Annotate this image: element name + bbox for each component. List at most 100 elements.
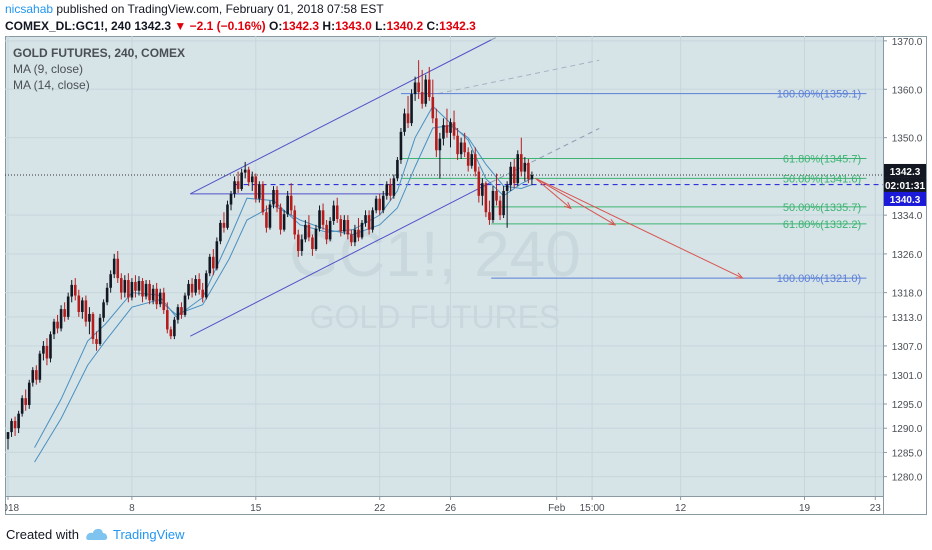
candle-body [88, 313, 91, 322]
candle-body [413, 82, 417, 95]
candle-body [95, 339, 98, 344]
candle-body [162, 292, 166, 311]
candle [378, 193, 381, 216]
candle-body [215, 241, 219, 269]
ma14-line [34, 125, 533, 463]
price-axis[interactable]: 1370.0 1360.0 1350.0 1334.0 1326.0 1318.0 1313… [883, 37, 923, 484]
candle [166, 302, 169, 334]
fib-label: 50.00%(1341.6) [783, 173, 861, 185]
candle [261, 181, 265, 216]
candle-body [254, 176, 258, 199]
candle-body [130, 281, 134, 298]
y-tick-label: 1295.0 [892, 400, 923, 411]
close-label: C: [423, 19, 440, 33]
forecast-arrows[interactable] [535, 177, 744, 279]
candle [520, 137, 523, 177]
x-tick-label: 12 [675, 503, 687, 514]
candle-body [81, 300, 84, 312]
candle-body [350, 234, 353, 243]
candle-body [272, 189, 275, 205]
candle [449, 118, 452, 148]
trend-channel[interactable] [5, 36, 883, 337]
y-tick-label: 1370.0 [892, 37, 923, 48]
candle [243, 161, 247, 179]
y-tick-label: 1326.0 [892, 250, 923, 261]
candle [360, 220, 364, 240]
candle-body [392, 178, 396, 196]
candle [17, 410, 20, 434]
close-value: 1342.3 [439, 19, 476, 33]
candle [88, 307, 91, 335]
candle [459, 137, 463, 159]
candle-body [300, 239, 304, 251]
candle-body [293, 210, 297, 235]
candle-body [406, 113, 410, 124]
channel-lower-projection [490, 128, 600, 183]
candle-body [296, 234, 300, 251]
candle [162, 287, 166, 314]
candle [335, 197, 339, 223]
candle [396, 157, 399, 182]
candle-body [166, 310, 169, 330]
author-link[interactable]: nicsahab [5, 2, 54, 16]
candle [484, 181, 488, 218]
legend-title: GOLD FUTURES, 240, COMEX [13, 46, 185, 60]
candle [6, 432, 10, 450]
candle [473, 147, 477, 177]
candle-body [173, 319, 176, 337]
chart-area[interactable]: GC1!, 240 GOLD FUTURES 100.00%(1359.1) 61… [5, 36, 927, 515]
candle [197, 273, 201, 295]
candle [66, 292, 70, 320]
candle [116, 250, 120, 283]
y-tick-label: 1301.0 [892, 371, 923, 382]
candle [498, 195, 502, 220]
candle [275, 186, 279, 213]
candle-body [311, 237, 314, 250]
candle [293, 205, 297, 240]
candle [265, 205, 268, 233]
watermark: GC1!, 240 GOLD FUTURES [289, 218, 581, 335]
candle-body [250, 176, 254, 183]
candle-body [318, 210, 321, 229]
time-axis[interactable]: 2018 8 15 22 26 Feb 15:00 12 19 23 [5, 496, 881, 514]
candle-body [520, 154, 523, 172]
candle-body [286, 195, 289, 215]
candle-body [463, 142, 466, 153]
candle [477, 166, 481, 203]
y-tick-label: 1290.0 [892, 424, 923, 435]
candle-body [491, 190, 495, 220]
candle-body [314, 228, 318, 250]
candle-body [424, 79, 428, 104]
candle [151, 284, 155, 305]
candle-body [197, 279, 201, 290]
candle-body [84, 300, 88, 322]
candle-body [59, 309, 63, 329]
candle-body [268, 204, 272, 228]
tradingview-brand[interactable]: TradingView [113, 527, 185, 542]
created-with-label: Created with [6, 527, 79, 542]
candle-body [77, 295, 81, 312]
candle-body [194, 279, 197, 293]
y-tick-label: 1285.0 [892, 448, 923, 459]
support-price-tag: 1340.3 [890, 195, 921, 206]
candle-body [134, 281, 137, 291]
candle [296, 229, 300, 257]
price-chart[interactable]: GC1!, 240 GOLD FUTURES 100.00%(1359.1) 61… [5, 36, 927, 515]
candle-body [226, 204, 229, 228]
candle-body [38, 353, 42, 380]
candle [481, 178, 484, 206]
last-price-tag-bg [884, 163, 926, 178]
high-value: 1343.0 [335, 19, 372, 33]
candle-body [66, 296, 70, 317]
candle [38, 350, 42, 383]
symbol-line: COMEX_DL:GC1!, 240 1342.3 ▼ −2.1 (−0.16%… [5, 19, 476, 33]
candle-body [49, 334, 52, 359]
open-label: O: [265, 19, 283, 33]
candle [413, 76, 417, 101]
candle [134, 275, 137, 298]
ma9-line [34, 105, 533, 448]
candle [219, 220, 222, 245]
candle [187, 280, 190, 300]
candle-body [212, 256, 215, 269]
candle-body [229, 193, 233, 205]
